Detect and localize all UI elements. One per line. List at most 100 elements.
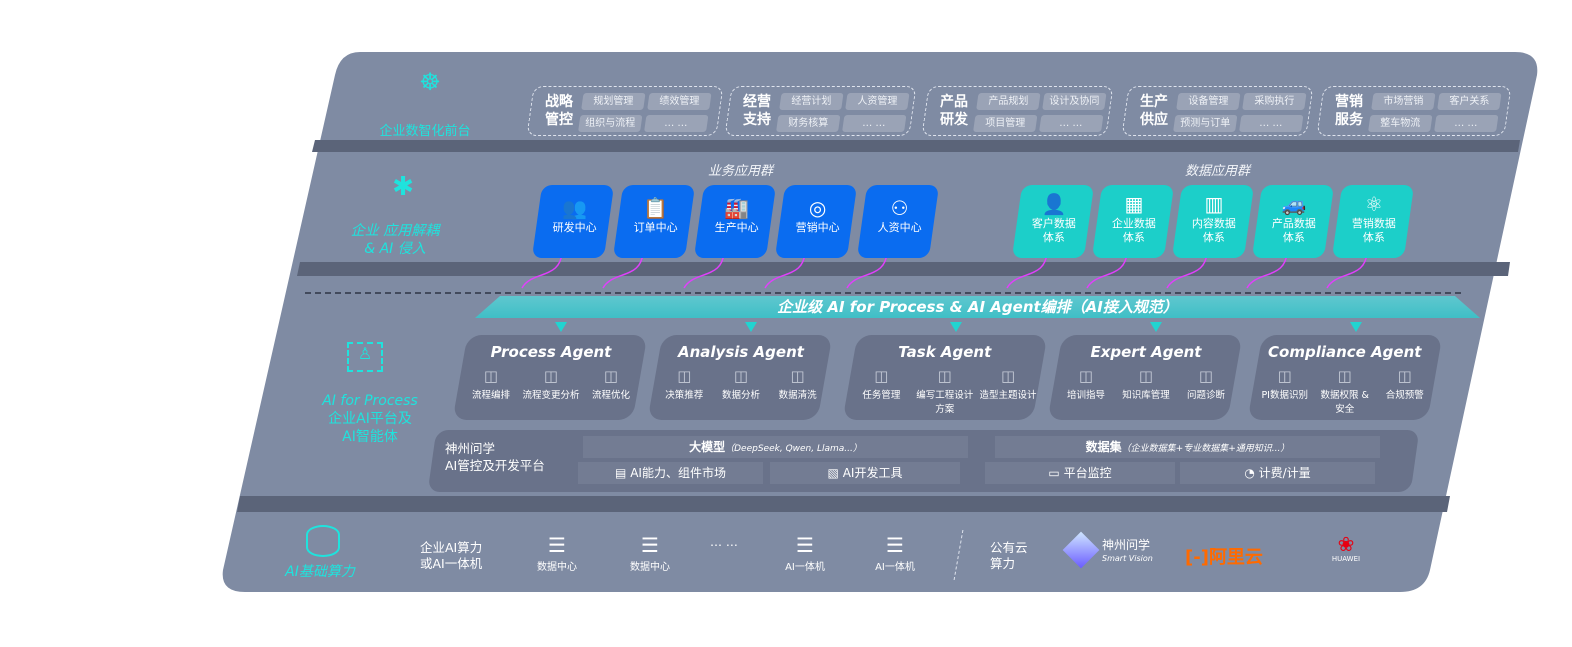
chip-label: 产品规划 [988,96,1029,107]
capability-icon: ◫ [790,367,805,385]
capability-label: 数据分析 [721,390,760,401]
agent-card[interactable]: Process Agent ◫ 流程编排 ◫ 流程变更分析 ◫ 流程优化 [452,335,648,420]
compute-item-label: AI一体机 [875,562,915,573]
agent-card[interactable]: Analysis Agent ◫ 决策推荐 ◫ 数据分析 ◫ 数据清洗 [647,335,833,420]
agent-capability: ◫ 造型主题设计 [977,365,1040,415]
capability-icon: ◫ [1277,367,1292,385]
app-label-2: 体系 [1282,231,1305,244]
data-app[interactable]: ▦ 企业数据 体系 [1091,185,1175,258]
target-icon: ◎ [808,196,827,220]
down-arrow-icon [1350,322,1362,332]
dataset-bar: 数据集（企业数据集+专业数据集+通用知识...） [995,436,1380,458]
business-app[interactable]: ◎ 营销中心 [774,185,858,258]
group-title-1: 产品 [940,94,968,110]
molecule-icon: ✱ [392,172,414,202]
huawei-petal-icon: ❀ [1337,532,1355,556]
agent-card[interactable]: Compliance Agent ◫ PI数据识别 ◫ 数据权限 & 安全 ◫ 合规预警 [1247,335,1443,420]
chip-label: 市场营销 [1383,96,1424,107]
function-chip[interactable]: … … [644,115,709,132]
function-chip[interactable]: … … [1239,115,1304,132]
capability-icon: ◫ [733,367,749,385]
aliyun-mark-icon: [-] [1185,547,1209,568]
chip-label: 整车物流 [1380,118,1421,129]
tool-dev: ▧ AI开发工具 [770,462,960,484]
function-chip[interactable]: … … [842,115,907,132]
function-chip[interactable]: 采购执行 [1242,93,1307,110]
function-chip[interactable]: 产品规划 [976,93,1041,110]
data-app[interactable]: 👤 客户数据 体系 [1011,185,1095,258]
group-title-1: 生产 [1140,94,1168,110]
function-chip[interactable]: 设备管理 [1176,93,1241,110]
capability-icon: ◫ [1337,367,1352,385]
app-label: 人资中心 [877,221,922,234]
private-compute-label: 企业AI算力 或AI一体机 [420,540,482,572]
users-icon: 👥 [562,196,588,220]
dev-tool-icon: ▧ [827,466,843,480]
business-apps-title: 业务应用群 [708,164,774,179]
down-arrow-icon [1150,322,1162,332]
smart-vision-name: 神州问学 Smart Vision [1102,539,1153,565]
business-app[interactable]: 👥 研发中心 [531,185,615,258]
model-note: （DeepSeek, Qwen, Llama...） [725,444,862,454]
user-icon: 👤 [1041,192,1067,216]
app-label-1: 客户数据 [1031,217,1076,230]
capability-icon: ◫ [1198,367,1214,385]
function-chip[interactable]: 项目管理 [973,115,1038,132]
group-title-2: 支持 [743,112,771,128]
group-title-1: 战略 [545,94,573,110]
function-chip[interactable]: 设计及协同 [1042,93,1107,110]
function-chip[interactable]: … … [1434,115,1499,132]
function-chip[interactable]: 客户关系 [1437,93,1502,110]
agent-capability: ◫ 知识库管理 [1116,365,1175,401]
function-chip[interactable]: 财务核算 [776,115,841,132]
function-group: 产品 研发 产品规划 设计及协同 项目管理 … … [921,86,1114,136]
public-l1: 公有云 [990,540,1028,555]
business-app[interactable]: 📋 订单中心 [612,185,696,258]
data-app[interactable]: ⚛ 营销数据 体系 [1331,185,1415,258]
function-chip[interactable]: … … [1039,115,1104,132]
function-chip[interactable]: 整车物流 [1368,115,1433,132]
data-apps-title: 数据应用群 [1185,164,1251,179]
model-bar: 大模型（DeepSeek, Qwen, Llama...） [583,436,968,458]
capability-label: 培训指导 [1066,390,1105,401]
down-arrow-icon [555,322,567,332]
dataset-label: 数据集 [1085,440,1122,454]
group-title: 营销 服务 [1335,93,1363,129]
compute-item: ☰ AI一体机 [860,532,930,573]
agent-capability: ◫ 数据清洗 [770,365,826,401]
compute-item: ☰ 数据中心 [615,532,685,573]
function-group: 生产 供应 设备管理 采购执行预测与订单 … … [1121,86,1314,136]
agent-name: Analysis Agent [678,343,804,361]
market-icon: ▤ [615,466,631,480]
function-chip[interactable]: 绩效管理 [647,93,712,110]
capability-icon: ◫ [677,367,692,385]
business-app[interactable]: ⚇ 人资中心 [856,185,940,258]
agent-card[interactable]: Expert Agent ◫ 培训指导 ◫ 知识库管理 ◫ 问题诊断 [1047,335,1243,420]
tool-label: 平台监控 [1063,466,1112,480]
function-chip[interactable]: 市场营销 [1371,93,1436,110]
down-arrow-icon [745,322,757,332]
function-chip[interactable]: 规划管理 [581,93,646,110]
capability-label: 问题诊断 [1186,390,1225,401]
capability-label: 决策推荐 [665,390,704,401]
group-title: 生产 供应 [1140,93,1168,129]
business-app[interactable]: 🏭 生产中心 [693,185,777,258]
function-chip[interactable]: 预测与订单 [1173,115,1238,132]
agent-card[interactable]: Task Agent ◫ 任务管理 ◫ 编写工程设计方案 ◫ 造型主题设计 [842,335,1048,420]
capability-label: PI数据识别 [1261,390,1308,401]
compute-item: ☰ AI一体机 [770,532,840,573]
ai-label-3: AI智能体 [342,429,398,445]
tool-label: AI开发工具 [842,466,903,480]
function-chip[interactable]: 人资管理 [845,93,910,110]
chip-label: 采购执行 [1254,96,1295,107]
group-title-2: 管控 [545,112,573,128]
compute-item-label: AI一体机 [785,562,825,573]
private-l2: 或AI一体机 [420,556,483,571]
function-chip[interactable]: 组织与流程 [578,115,643,132]
data-app[interactable]: ▥ 内容数据 体系 [1171,185,1255,258]
layer-label-compute: AI基础算力 [285,564,355,580]
compute-item-label: 数据中心 [630,562,670,573]
data-app[interactable]: 🚙 产品数据 体系 [1251,185,1335,258]
private-l1: 企业AI算力 [420,540,483,555]
function-chip[interactable]: 经营计划 [779,93,844,110]
